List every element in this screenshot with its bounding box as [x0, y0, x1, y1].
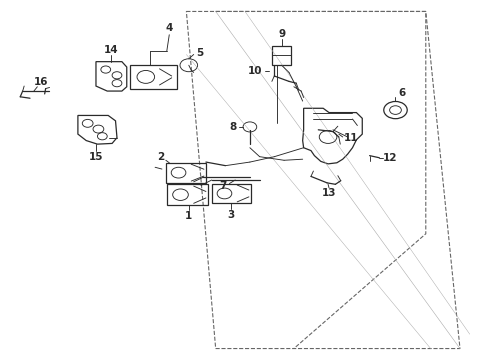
Text: 10: 10	[247, 66, 262, 76]
Bar	[212, 184, 251, 203]
Text: 8: 8	[229, 122, 236, 132]
Text: 11: 11	[344, 133, 359, 143]
Bar	[130, 65, 176, 89]
Text: 1: 1	[185, 211, 193, 221]
Text: 7: 7	[220, 181, 227, 192]
Text: 2: 2	[157, 152, 165, 162]
Text: 4: 4	[166, 23, 173, 33]
Text: 16: 16	[33, 77, 48, 87]
Bar	[166, 163, 206, 183]
Bar	[272, 45, 292, 65]
Text: 15: 15	[89, 152, 103, 162]
Text: 3: 3	[228, 210, 235, 220]
Text: 9: 9	[278, 29, 285, 39]
Text: 6: 6	[399, 88, 406, 98]
Text: 5: 5	[196, 48, 204, 58]
Text: 12: 12	[382, 153, 397, 163]
Bar	[167, 184, 208, 205]
Text: 13: 13	[322, 188, 336, 198]
Text: 14: 14	[104, 45, 119, 55]
